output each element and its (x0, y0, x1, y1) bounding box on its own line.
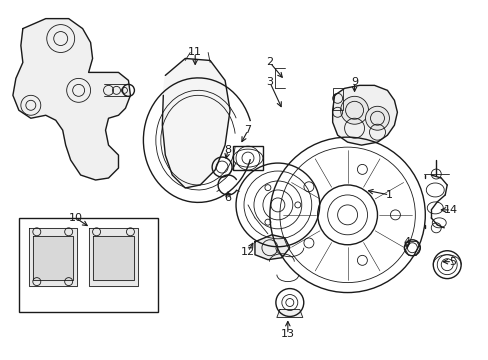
Text: 9: 9 (350, 77, 357, 87)
Polygon shape (33, 236, 73, 280)
Polygon shape (332, 85, 397, 145)
Polygon shape (88, 228, 138, 285)
Text: 11: 11 (188, 48, 202, 58)
Circle shape (340, 96, 368, 124)
Bar (19, 218, 158, 312)
Text: 2: 2 (266, 58, 273, 67)
Polygon shape (162, 58, 229, 188)
Text: 5: 5 (448, 257, 455, 267)
Text: 8: 8 (224, 145, 231, 155)
Text: 12: 12 (241, 247, 255, 257)
Polygon shape (92, 236, 134, 280)
Circle shape (365, 106, 388, 130)
Polygon shape (29, 228, 77, 285)
Text: 14: 14 (443, 205, 457, 215)
Text: 6: 6 (224, 193, 231, 203)
Polygon shape (13, 19, 130, 180)
Text: 10: 10 (68, 213, 82, 223)
Bar (332, 88, 342, 110)
Bar (233, 146, 263, 170)
Polygon shape (254, 235, 289, 260)
Text: 3: 3 (266, 77, 273, 87)
Polygon shape (276, 310, 302, 318)
Text: 13: 13 (280, 329, 294, 339)
Text: 1: 1 (385, 190, 392, 200)
Text: 4: 4 (403, 237, 410, 247)
Text: 7: 7 (244, 125, 251, 135)
